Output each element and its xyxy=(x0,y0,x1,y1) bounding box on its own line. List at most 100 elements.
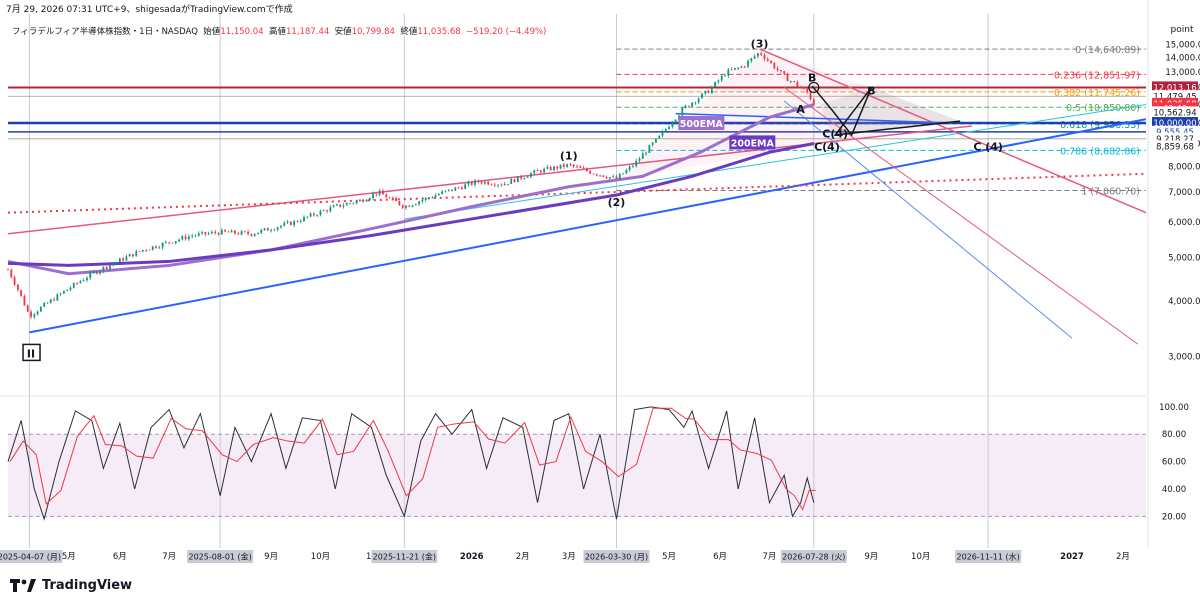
candle-body xyxy=(474,180,476,185)
tradingview-brand[interactable]: TradingView xyxy=(10,577,132,593)
candle-body xyxy=(155,246,157,248)
candle-body xyxy=(306,216,309,218)
candle-body xyxy=(125,256,128,261)
price-badge-bg-10 xyxy=(1152,140,1198,153)
candle-body xyxy=(434,195,437,198)
candle-body xyxy=(128,254,131,257)
candle-body xyxy=(112,263,115,266)
candle-body xyxy=(178,239,180,242)
candle-body xyxy=(257,232,259,235)
candle-body xyxy=(477,180,480,182)
candle-body xyxy=(243,231,246,233)
candle-body xyxy=(191,235,194,237)
candle-body xyxy=(812,99,815,106)
date-badge-5: 2026-11-11 (水) xyxy=(956,552,1019,562)
y-tick-8: 7,000.00 xyxy=(1168,188,1200,198)
symbol-name[interactable]: フィラデルフィア半導体株指数・1日・NASDAQ xyxy=(12,27,198,37)
candle-body xyxy=(661,131,664,136)
candle-body xyxy=(457,187,460,189)
candle-body xyxy=(760,53,763,55)
candle-body xyxy=(79,281,82,284)
candle-body xyxy=(217,232,220,235)
candle-body xyxy=(546,167,549,169)
candle-body xyxy=(362,199,365,202)
candles xyxy=(7,51,815,320)
candle-body xyxy=(753,56,756,59)
candle-body xyxy=(595,174,598,176)
candle-body xyxy=(441,191,444,194)
fib-label-1: 1 (7,060.70) xyxy=(1081,187,1140,198)
price-badge-1: 12,013.16 xyxy=(1153,83,1196,93)
candle-body xyxy=(789,81,792,82)
candle-body xyxy=(559,164,562,169)
candle-body xyxy=(148,249,151,251)
candle-body xyxy=(562,164,565,167)
candle-body xyxy=(783,71,786,75)
candle-body xyxy=(493,184,496,186)
candle-body xyxy=(793,81,795,82)
candle-body xyxy=(286,221,289,223)
date-badge-bg-0 xyxy=(0,550,63,563)
candle-body xyxy=(776,68,779,71)
candle-body xyxy=(401,205,404,208)
candle-body xyxy=(46,302,49,304)
wave-zigzag xyxy=(811,85,961,137)
candle-body xyxy=(76,282,78,284)
candle-body xyxy=(648,145,651,153)
candle-body xyxy=(556,166,559,169)
candle-body xyxy=(447,189,450,191)
candle-body xyxy=(628,166,631,170)
candle-body xyxy=(388,197,391,199)
candle-body xyxy=(141,249,144,252)
x-tick-11: 7月 xyxy=(762,552,776,562)
fib-label-0.236: 0.236 (12,851.97) xyxy=(1054,70,1140,81)
osc-tick-4: 20.00 xyxy=(1162,512,1186,522)
candle-body xyxy=(414,204,417,206)
candle-body xyxy=(296,221,299,222)
candle-body xyxy=(227,231,230,233)
date-badge-bg-5 xyxy=(955,550,1022,563)
y-axis-title: point xyxy=(1171,25,1194,35)
candle-body xyxy=(717,80,720,82)
candle-body xyxy=(69,287,72,290)
candle-body xyxy=(756,53,759,57)
price-badge-9: 9,218.27 xyxy=(1156,135,1194,145)
candle-body xyxy=(750,58,753,61)
candle-body xyxy=(523,177,526,179)
candle-body xyxy=(260,229,263,233)
candle-body xyxy=(809,92,812,100)
candle-body xyxy=(490,184,493,186)
date-badge-2: 2025-11-21 (金) xyxy=(373,552,436,562)
candle-body xyxy=(194,235,197,237)
candle-body xyxy=(118,258,121,262)
candle-body xyxy=(582,167,585,169)
candle-body xyxy=(398,201,401,206)
candle-body xyxy=(66,289,69,291)
candle-body xyxy=(592,173,595,175)
candle-body xyxy=(536,170,539,172)
candle-body xyxy=(615,176,618,179)
candle-body xyxy=(349,203,351,205)
candle-body xyxy=(250,234,253,236)
candle-body xyxy=(342,205,345,207)
candle-body xyxy=(569,164,572,165)
candle-body xyxy=(681,107,684,116)
candle-body xyxy=(72,282,75,288)
candle-body xyxy=(747,60,749,67)
candle-body xyxy=(30,311,32,317)
candle-body xyxy=(16,284,19,291)
candle-body xyxy=(658,135,661,139)
fib-label-0: 0 (14,640.89) xyxy=(1075,45,1140,56)
candle-body xyxy=(687,105,690,107)
stoch-band xyxy=(8,434,1146,517)
x-tick-2: 7月 xyxy=(162,552,176,562)
candle-body xyxy=(63,290,65,294)
candle-body xyxy=(319,210,322,216)
candle-body xyxy=(770,60,772,63)
candle-body xyxy=(368,198,371,201)
candle-body xyxy=(668,126,670,130)
candle-body xyxy=(355,201,358,204)
candle-body xyxy=(632,165,634,167)
trendline-6 xyxy=(783,100,1073,339)
